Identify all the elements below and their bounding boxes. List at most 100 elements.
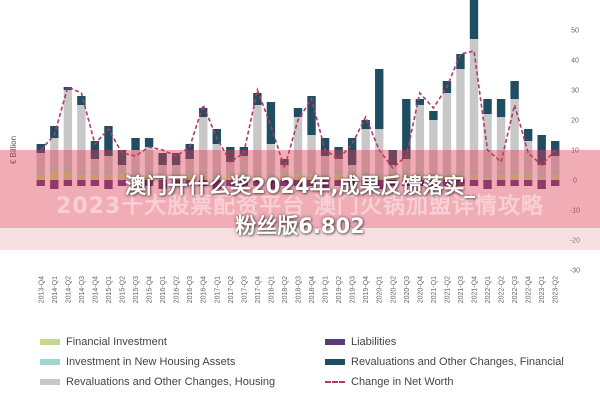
legend-swatch: [325, 339, 345, 345]
bar-segment: [226, 180, 235, 186]
bar-segment: [307, 96, 316, 135]
bar-segment: [537, 180, 546, 189]
bar-segment: [266, 174, 276, 177]
bar-segment: [117, 150, 127, 165]
bar-segment: [293, 117, 303, 171]
bar-segment: [239, 156, 249, 171]
bar-segment: [293, 108, 303, 117]
bar-segment: [117, 165, 127, 171]
bar-segment: [293, 171, 303, 174]
bar-segment: [551, 156, 560, 171]
x-tick-label: 2022-Q4: [526, 276, 533, 303]
bar-segment: [347, 138, 357, 165]
bar-segment: [510, 81, 519, 99]
bar-segment: [50, 180, 59, 189]
x-tick-label: 2023-Q1: [539, 276, 546, 303]
bar-segment: [266, 180, 276, 189]
bar-segment: [307, 135, 316, 171]
x-tick-label: 2018-Q3: [296, 276, 303, 303]
bar-segment: [307, 171, 316, 174]
bar-segment: [280, 159, 289, 165]
legend-swatch: [325, 359, 345, 365]
y-axis-ticks: 50 40 30 20 10 0 -10 -20 -30: [570, 28, 580, 275]
bar-segment: [442, 174, 452, 180]
legend-swatch: [40, 339, 60, 345]
bar-segment: [375, 69, 384, 129]
bar-segment: [131, 180, 140, 186]
bar-segment: [320, 138, 330, 156]
bar-segment: [442, 180, 452, 186]
bar-segment: [456, 54, 465, 69]
bar-segment: [104, 171, 113, 174]
legend-label: Liabilities: [351, 336, 397, 348]
bar-segment: [226, 162, 235, 171]
bar-segment: [429, 111, 438, 120]
bar-segment: [199, 171, 208, 174]
bar-segment: [36, 153, 45, 171]
bar-segment: [361, 171, 370, 174]
legend: Financial Investment Liabilities Investm…: [40, 336, 580, 388]
bar-segment: [293, 174, 303, 180]
bar-segment: [415, 174, 425, 180]
bar-segment: [185, 171, 194, 174]
bar-segment: [483, 180, 492, 189]
net-worth-polyline: [40, 50, 556, 171]
bar-segment: [199, 117, 208, 171]
y-tick-label: -30: [570, 268, 580, 275]
bar-segment: [212, 144, 221, 174]
bar-segment: [63, 171, 73, 180]
x-tick-label: 2014-Q4: [92, 276, 99, 303]
bar-segment: [347, 174, 357, 180]
bar-segment: [456, 171, 465, 174]
y-tick-label: 40: [571, 58, 579, 65]
bar-segment: [199, 180, 208, 186]
bar-segment: [347, 171, 357, 174]
bar-segment: [456, 180, 465, 186]
bar-segment: [90, 174, 100, 180]
y-tick-label: -20: [570, 238, 580, 245]
bar-segment: [429, 177, 438, 180]
bar-segment: [266, 102, 276, 144]
bar-segment: [36, 180, 45, 186]
x-tick-label: 2018-Q4: [309, 276, 316, 303]
x-tick-label: 2016-Q2: [174, 276, 181, 303]
x-axis-ticks: 2013-Q4 2014-Q1 2014-Q2 2014-Q3 2014-Q4 2015-…: [38, 276, 559, 303]
bar-segment: [388, 171, 397, 174]
bar-segment: [104, 174, 113, 180]
bar-segment: [483, 177, 492, 180]
bar-segment: [537, 165, 546, 174]
x-tick-label: 2021-Q2: [444, 276, 451, 303]
bar-segment: [551, 180, 560, 186]
bar-segment: [253, 105, 262, 171]
y-tick-label: 30: [571, 88, 579, 95]
bar-segment: [131, 150, 140, 171]
overlay-title-line2: 粉丝版6.802: [235, 214, 365, 238]
bar-segment: [537, 177, 546, 180]
bar-segment: [185, 159, 194, 171]
bar-segment: [334, 171, 343, 174]
legend-swatch: [40, 359, 60, 365]
bar-segment: [402, 180, 411, 186]
bar-segment: [307, 174, 316, 180]
bar-segment: [131, 174, 140, 180]
y-tick-label: 50: [571, 28, 579, 35]
bar-segment: [280, 180, 289, 186]
x-tick-label: 2017-Q1: [214, 276, 221, 303]
net-worth-line: [40, 50, 556, 171]
bar-segment: [361, 174, 370, 180]
bar-segment: [415, 171, 425, 174]
bar-segment: [334, 180, 343, 186]
x-tick-label: 2022-Q1: [485, 276, 492, 303]
bar-segment: [266, 144, 276, 174]
bar-segment: [347, 180, 357, 186]
bar-segment: [361, 180, 370, 186]
bar-segment: [50, 171, 59, 180]
bar-segment: [144, 171, 154, 174]
x-tick-label: 2019-Q1: [323, 276, 330, 303]
bar-segment: [469, 39, 479, 171]
bar-segment: [496, 171, 506, 174]
legend-label: Revaluations and Other Changes, Financia…: [351, 356, 564, 368]
x-tick-label: 2015-Q1: [106, 276, 113, 303]
bar-segment: [320, 156, 330, 174]
bar-segment: [253, 171, 262, 174]
